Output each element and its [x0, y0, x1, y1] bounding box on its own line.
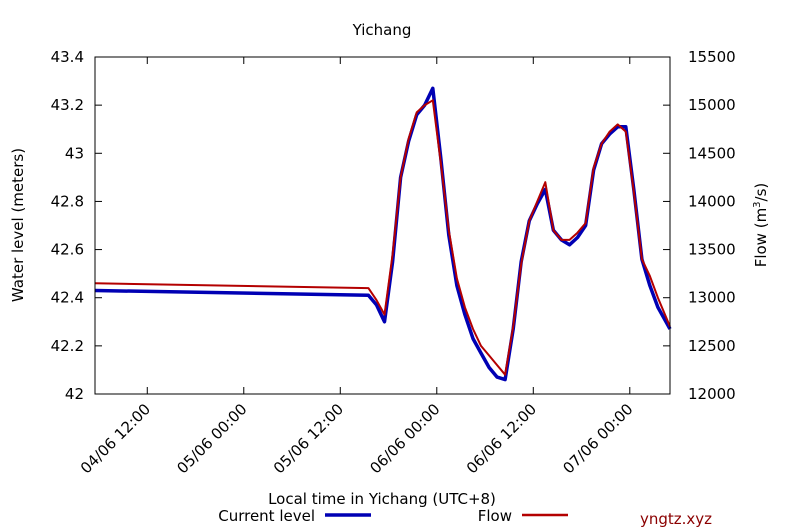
legend: Current level Flow: [218, 507, 568, 525]
series-layer: [94, 86, 672, 382]
y-axis-right: 12000 12500 13000 13500 14000 14500 15000 15500: [663, 48, 736, 403]
series-line-current-level: [94, 86, 672, 382]
y-axis-left: 42 42.2 42.4 42.6 42.8 43 43.2 43.4: [51, 48, 102, 403]
y-left-tick-label: 43.4: [51, 48, 84, 66]
x-axis-label: Local time in Yichang (UTC+8): [268, 490, 496, 508]
y-left-tick-label: 43.2: [51, 96, 84, 114]
y-right-tick-label: 13500: [688, 241, 736, 259]
y-axis-right-label: Flow (m3/s): [752, 183, 770, 268]
y-axis-right-label-suffix: /s): [752, 183, 770, 202]
plot-frame: [94, 56, 671, 395]
x-tick-label: 05/06 00:00: [173, 400, 250, 477]
y-left-tick-label: 42.4: [51, 289, 84, 307]
legend-label-flow: Flow: [478, 507, 512, 525]
y-right-tick-label: 15000: [688, 96, 736, 114]
y-left-tick-label: 42.2: [51, 337, 84, 355]
series-line-flow: [94, 99, 671, 376]
y-left-tick-label: 42: [65, 385, 84, 403]
y-right-tick-label: 14500: [688, 144, 736, 162]
x-tick-label: 06/06 00:00: [366, 400, 443, 477]
watermark: yngtz.xyz: [640, 510, 712, 528]
y-axis-right-label-sup: 3: [752, 201, 763, 207]
y-left-tick-label: 42.6: [51, 241, 84, 259]
y-left-tick-label: 43: [65, 144, 84, 162]
y-right-tick-label: 12000: [688, 385, 736, 403]
x-tick-label: 07/06 00:00: [559, 400, 636, 477]
y-right-tick-label: 15500: [688, 48, 736, 66]
y-right-tick-label: 14000: [688, 192, 736, 210]
legend-label-current-level: Current level: [218, 507, 315, 525]
y-left-tick-label: 42.8: [51, 192, 84, 210]
y-right-tick-label: 13000: [688, 289, 736, 307]
y-right-tick-label: 12500: [688, 337, 736, 355]
x-tick-label: 04/06 12:00: [77, 400, 154, 477]
x-tick-label: 06/06 12:00: [463, 400, 540, 477]
x-axis: 04/06 12:00 05/06 00:00 05/06 12:00 06/06 0…: [77, 57, 637, 477]
x-tick-label: 05/06 12:00: [270, 400, 347, 477]
y-axis-left-label: Water level (meters): [9, 148, 27, 302]
y-axis-right-label-prefix: Flow (m: [752, 208, 770, 267]
chart-title: Yichang: [352, 21, 412, 39]
